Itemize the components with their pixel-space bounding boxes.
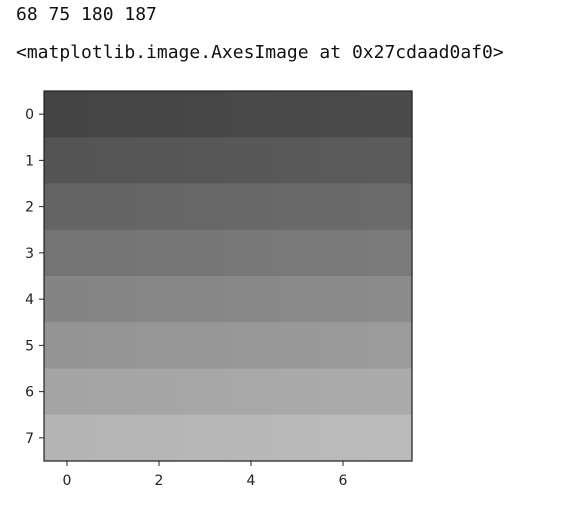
heatmap-cell-r4-c3 (182, 276, 229, 323)
heatmap-cell-r2-c6 (320, 183, 367, 231)
heatmap-cell-r6-c7 (366, 368, 413, 416)
x-tick-label-6: 6 (339, 473, 348, 489)
heatmap-cell-r4-c6 (320, 276, 367, 323)
y-tick-label-5: 5 (25, 338, 34, 354)
heatmap-cell-r1-c5 (274, 137, 321, 185)
heatmap-cell-r2-c0 (44, 183, 91, 231)
heatmap-cells (44, 91, 413, 462)
heatmap-cell-r1-c7 (366, 137, 413, 185)
heatmap-cell-r7-c2 (136, 414, 183, 462)
heatmap-cell-r6-c2 (136, 368, 183, 416)
heatmap-cell-r4-c5 (274, 276, 321, 323)
heatmap-cell-r5-c3 (182, 322, 229, 370)
heatmap-cell-r1-c3 (182, 137, 229, 185)
heatmap-cell-r3-c4 (228, 229, 275, 277)
y-tick-label-6: 6 (25, 385, 34, 401)
heatmap-cell-r2-c5 (274, 183, 321, 231)
heatmap-cell-r7-c4 (228, 414, 275, 462)
heatmap-cell-r4-c4 (228, 276, 275, 323)
heatmap-cell-r3-c2 (136, 229, 183, 277)
heatmap-cell-r0-c1 (90, 91, 137, 138)
heatmap-cell-r7-c7 (366, 414, 413, 462)
output-line-axesimage: <matplotlib.image.AxesImage at 0x27cdaad… (16, 42, 504, 63)
y-tick-label-1: 1 (25, 153, 34, 169)
heatmap-cell-r5-c0 (44, 322, 91, 370)
heatmap-cell-r1-c4 (228, 137, 275, 185)
heatmap-cell-r2-c2 (136, 183, 183, 231)
heatmap-cell-r7-c5 (274, 414, 321, 462)
heatmap-cell-r5-c5 (274, 322, 321, 370)
heatmap-cell-r3-c5 (274, 229, 321, 277)
x-tick-label-0: 0 (63, 473, 72, 489)
heatmap-cell-r0-c3 (182, 91, 229, 138)
y-tick-label-2: 2 (25, 200, 34, 216)
heatmap-cell-r5-c6 (320, 322, 367, 370)
heatmap-cell-r3-c7 (366, 229, 413, 277)
heatmap-cell-r3-c1 (90, 229, 137, 277)
heatmap-cell-r4-c1 (90, 276, 137, 323)
heatmap-cell-r6-c1 (90, 368, 137, 416)
heatmap-cell-r4-c2 (136, 276, 183, 323)
heatmap-cell-r5-c2 (136, 322, 183, 370)
heatmap-cell-r6-c5 (274, 368, 321, 416)
heatmap-cell-r7-c3 (182, 414, 229, 462)
heatmap-cell-r0-c5 (274, 91, 321, 138)
heatmap-cell-r7-c0 (44, 414, 91, 462)
heatmap-cell-r7-c1 (90, 414, 137, 462)
heatmap-cell-r6-c3 (182, 368, 229, 416)
heatmap-cell-r5-c1 (90, 322, 137, 370)
y-tick-label-4: 4 (25, 292, 34, 308)
heatmap-cell-r2-c3 (182, 183, 229, 231)
heatmap-cell-r1-c0 (44, 137, 91, 185)
heatmap-cell-r0-c4 (228, 91, 275, 138)
heatmap-cell-r4-c0 (44, 276, 91, 323)
heatmap-cell-r6-c4 (228, 368, 275, 416)
output-line-values: 68 75 180 187 (16, 4, 157, 25)
heatmap-cell-r4-c7 (366, 276, 413, 323)
heatmap-cell-r7-c6 (320, 414, 367, 462)
heatmap-cell-r3-c0 (44, 229, 91, 277)
heatmap-cell-r0-c0 (44, 91, 91, 138)
y-tick-label-3: 3 (25, 246, 34, 262)
heatmap-cell-r0-c2 (136, 91, 183, 138)
heatmap-cell-r5-c4 (228, 322, 275, 370)
x-tick-label-4: 4 (247, 473, 256, 489)
heatmap-cell-r1-c1 (90, 137, 137, 185)
y-tick-label-7: 7 (25, 431, 34, 447)
heatmap-cell-r0-c7 (366, 91, 413, 138)
heatmap-cell-r6-c0 (44, 368, 91, 416)
heatmap-cell-r6-c6 (320, 368, 367, 416)
heatmap-cell-r2-c4 (228, 183, 275, 231)
heatmap-cell-r3-c3 (182, 229, 229, 277)
x-tick-label-2: 2 (155, 473, 164, 489)
plot-frame (43, 90, 413, 462)
heatmap-cell-r5-c7 (366, 322, 413, 370)
heatmap-cell-r1-c2 (136, 137, 183, 185)
heatmap-cell-r0-c6 (320, 91, 367, 138)
heatmap-cell-r2-c1 (90, 183, 137, 231)
x-axis-ticks: 0 2 4 6 (63, 461, 348, 489)
y-axis-ticks: 0 1 2 3 4 5 6 7 (25, 107, 44, 447)
heatmap-cell-r3-c6 (320, 229, 367, 277)
heatmap-cell-r2-c7 (366, 183, 413, 231)
heatmap-cell-r1-c6 (320, 137, 367, 185)
y-tick-label-0: 0 (25, 107, 34, 123)
